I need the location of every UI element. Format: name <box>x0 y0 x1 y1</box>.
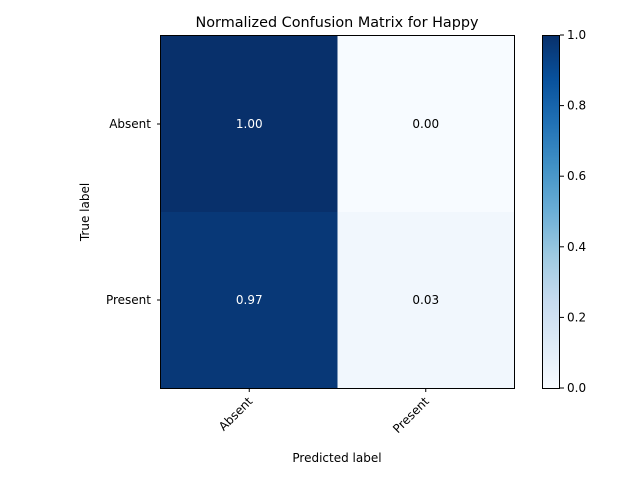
colorbar-frame <box>542 35 560 389</box>
y-tick-label: Present <box>106 293 151 307</box>
y-axis-ticks: Absent Present <box>106 117 161 307</box>
cell-value-label: 0.00 <box>412 117 439 131</box>
x-axis-ticks: Absent Present <box>216 388 432 436</box>
chart-title: Normalized Confusion Matrix for Happy <box>195 15 478 31</box>
y-tick-label: Absent <box>109 117 151 131</box>
x-tick-label: Absent <box>216 394 256 434</box>
colorbar-tick-label: 0.2 <box>567 310 586 324</box>
matrix-frame <box>160 35 515 389</box>
x-tick-label: Present <box>390 394 432 436</box>
matrix-cell <box>161 212 338 389</box>
colorbar-tick-label: 0.8 <box>567 99 586 113</box>
cell-value-label: 0.97 <box>236 293 263 307</box>
y-axis-label: True label <box>78 183 92 242</box>
cell-value-label: 0.03 <box>412 293 439 307</box>
colorbar-tick-label: 1.0 <box>567 28 586 42</box>
matrix-cells: 1.00 0.00 0.97 0.03 <box>161 36 515 389</box>
colorbar-tick-label: 0.4 <box>567 240 586 254</box>
colorbar-tick-label: 0.6 <box>567 169 586 183</box>
colorbar <box>542 35 560 388</box>
colorbar-tick-label: 0.0 <box>567 381 586 395</box>
matrix-cell <box>161 36 338 213</box>
matrix-cell <box>337 36 515 213</box>
x-axis-label: Predicted label <box>292 451 381 465</box>
cell-value-label: 1.00 <box>236 117 263 131</box>
matrix-cell <box>337 212 515 389</box>
colorbar-ticks: 0.0 0.2 0.4 0.6 0.8 1.0 <box>560 28 586 395</box>
